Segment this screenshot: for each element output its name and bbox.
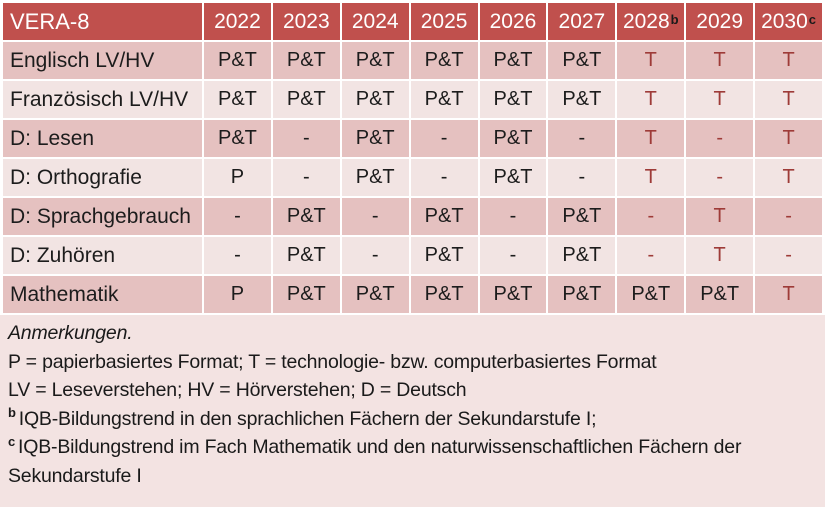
- table-cell: -: [686, 159, 754, 196]
- table-cell: T: [617, 159, 685, 196]
- row-label: D: Sprachgebrauch: [3, 198, 202, 235]
- footnote-c-marker: c: [8, 433, 16, 449]
- table-cell: -: [755, 237, 822, 274]
- footnote-b-marker: b: [8, 405, 16, 420]
- footnote-b-text: IQB-Bildungstrend in den sprachlichen Fä…: [18, 407, 597, 430]
- table-cell: P&T: [204, 120, 271, 157]
- table-cell: P&T: [272, 198, 340, 235]
- table-cell: P&T: [686, 276, 754, 313]
- table-cell: P&T: [341, 81, 409, 118]
- row-label: D: Orthografie: [3, 159, 202, 196]
- vera8-table: VERA-8 2022 2023 2024 2025 2026 2027 2028 b 2029 2…: [3, 3, 822, 313]
- row-label: Englisch LV/HV: [3, 42, 202, 79]
- notes-section: Anmerkungen. P = papierbasiertes Format;…: [0, 315, 825, 507]
- table-cell: T: [686, 81, 754, 118]
- table-cell: -: [479, 198, 547, 235]
- table-cell: P&T: [341, 42, 409, 79]
- table-cell: P&T: [548, 237, 616, 274]
- table-cell: -: [686, 120, 754, 157]
- row-label: D: Lesen: [3, 120, 202, 157]
- table-cell: P&T: [548, 81, 616, 118]
- table-cell: P&T: [410, 42, 478, 79]
- footnote-b: b IQB-Bildungstrend in den sprachlichen F…: [8, 405, 815, 434]
- table-title: VERA-8: [3, 3, 202, 40]
- table-cell: P&T: [204, 81, 271, 118]
- row-label: Mathematik: [3, 276, 202, 313]
- table-cell: P&T: [341, 276, 409, 313]
- table-cell: T: [617, 81, 685, 118]
- table-cell: P&T: [341, 120, 409, 157]
- table-cell: -: [548, 120, 616, 157]
- table-cell: P&T: [204, 42, 271, 79]
- table-cell: T: [755, 276, 822, 313]
- table-cell: T: [686, 42, 754, 79]
- column-header: 2026: [479, 3, 547, 40]
- table-cell: P&T: [479, 159, 547, 196]
- table-cell: P&T: [272, 276, 340, 313]
- row-label: D: Zuhören: [3, 237, 202, 274]
- column-header: 2029: [686, 3, 754, 40]
- table-cell: -: [617, 237, 685, 274]
- table-cell: P&T: [410, 198, 478, 235]
- table-cell: P&T: [410, 81, 478, 118]
- footnote-c-text: IQB-Bildungstrend im Fach Mathematik und…: [8, 436, 742, 487]
- table-cell: -: [272, 159, 340, 196]
- column-header: 2030 c: [755, 3, 822, 40]
- table-cell: P&T: [341, 159, 409, 196]
- table-cell: -: [204, 198, 271, 235]
- table-cell: -: [341, 237, 409, 274]
- table-cell: P&T: [272, 81, 340, 118]
- table-cell: T: [686, 198, 754, 235]
- column-header: 2024: [341, 3, 409, 40]
- table-cell: P&T: [479, 42, 547, 79]
- footnote-c: c IQB-Bildungstrend im Fach Mathematik un…: [8, 433, 815, 490]
- column-header: 2023: [272, 3, 340, 40]
- table-cell: -: [410, 159, 478, 196]
- table-cell: T: [755, 159, 822, 196]
- table-cell: -: [410, 120, 478, 157]
- table-cell: -: [341, 198, 409, 235]
- table-cell: P&T: [272, 237, 340, 274]
- table-cell: -: [755, 198, 822, 235]
- table-cell: P: [204, 159, 271, 196]
- table-cell: T: [686, 237, 754, 274]
- column-header: 2025: [410, 3, 478, 40]
- table-cell: -: [548, 159, 616, 196]
- notes-heading: Anmerkungen.: [8, 322, 133, 344]
- row-label: Französisch LV/HV: [3, 81, 202, 118]
- table-cell: T: [755, 42, 822, 79]
- table-cell: P&T: [617, 276, 685, 313]
- table-cell: -: [617, 198, 685, 235]
- column-header: 2028 b: [617, 3, 685, 40]
- table-cell: T: [755, 120, 822, 157]
- table-cell: T: [755, 81, 822, 118]
- table-cell: P&T: [272, 42, 340, 79]
- column-header: 2027: [548, 3, 616, 40]
- table-cell: P&T: [479, 81, 547, 118]
- table-cell: P&T: [479, 120, 547, 157]
- notes-legend-abbreviations: LV = Leseverstehen; HV = Hörverstehen; D…: [8, 379, 467, 401]
- table-cell: P&T: [548, 42, 616, 79]
- table-cell: -: [479, 237, 547, 274]
- table-cell: -: [204, 237, 271, 274]
- table-cell: P: [204, 276, 271, 313]
- table-cell: P&T: [548, 198, 616, 235]
- table-cell: T: [617, 42, 685, 79]
- notes-legend-formats: P = papierbasiertes Format; T = technolo…: [8, 350, 657, 373]
- table-cell: -: [272, 120, 340, 157]
- column-header: 2022: [204, 3, 271, 40]
- table-cell: P&T: [548, 276, 616, 313]
- table-cell: T: [617, 120, 685, 157]
- table-cell: P&T: [479, 276, 547, 313]
- table-cell: P&T: [410, 237, 478, 274]
- table-cell: P&T: [410, 276, 478, 313]
